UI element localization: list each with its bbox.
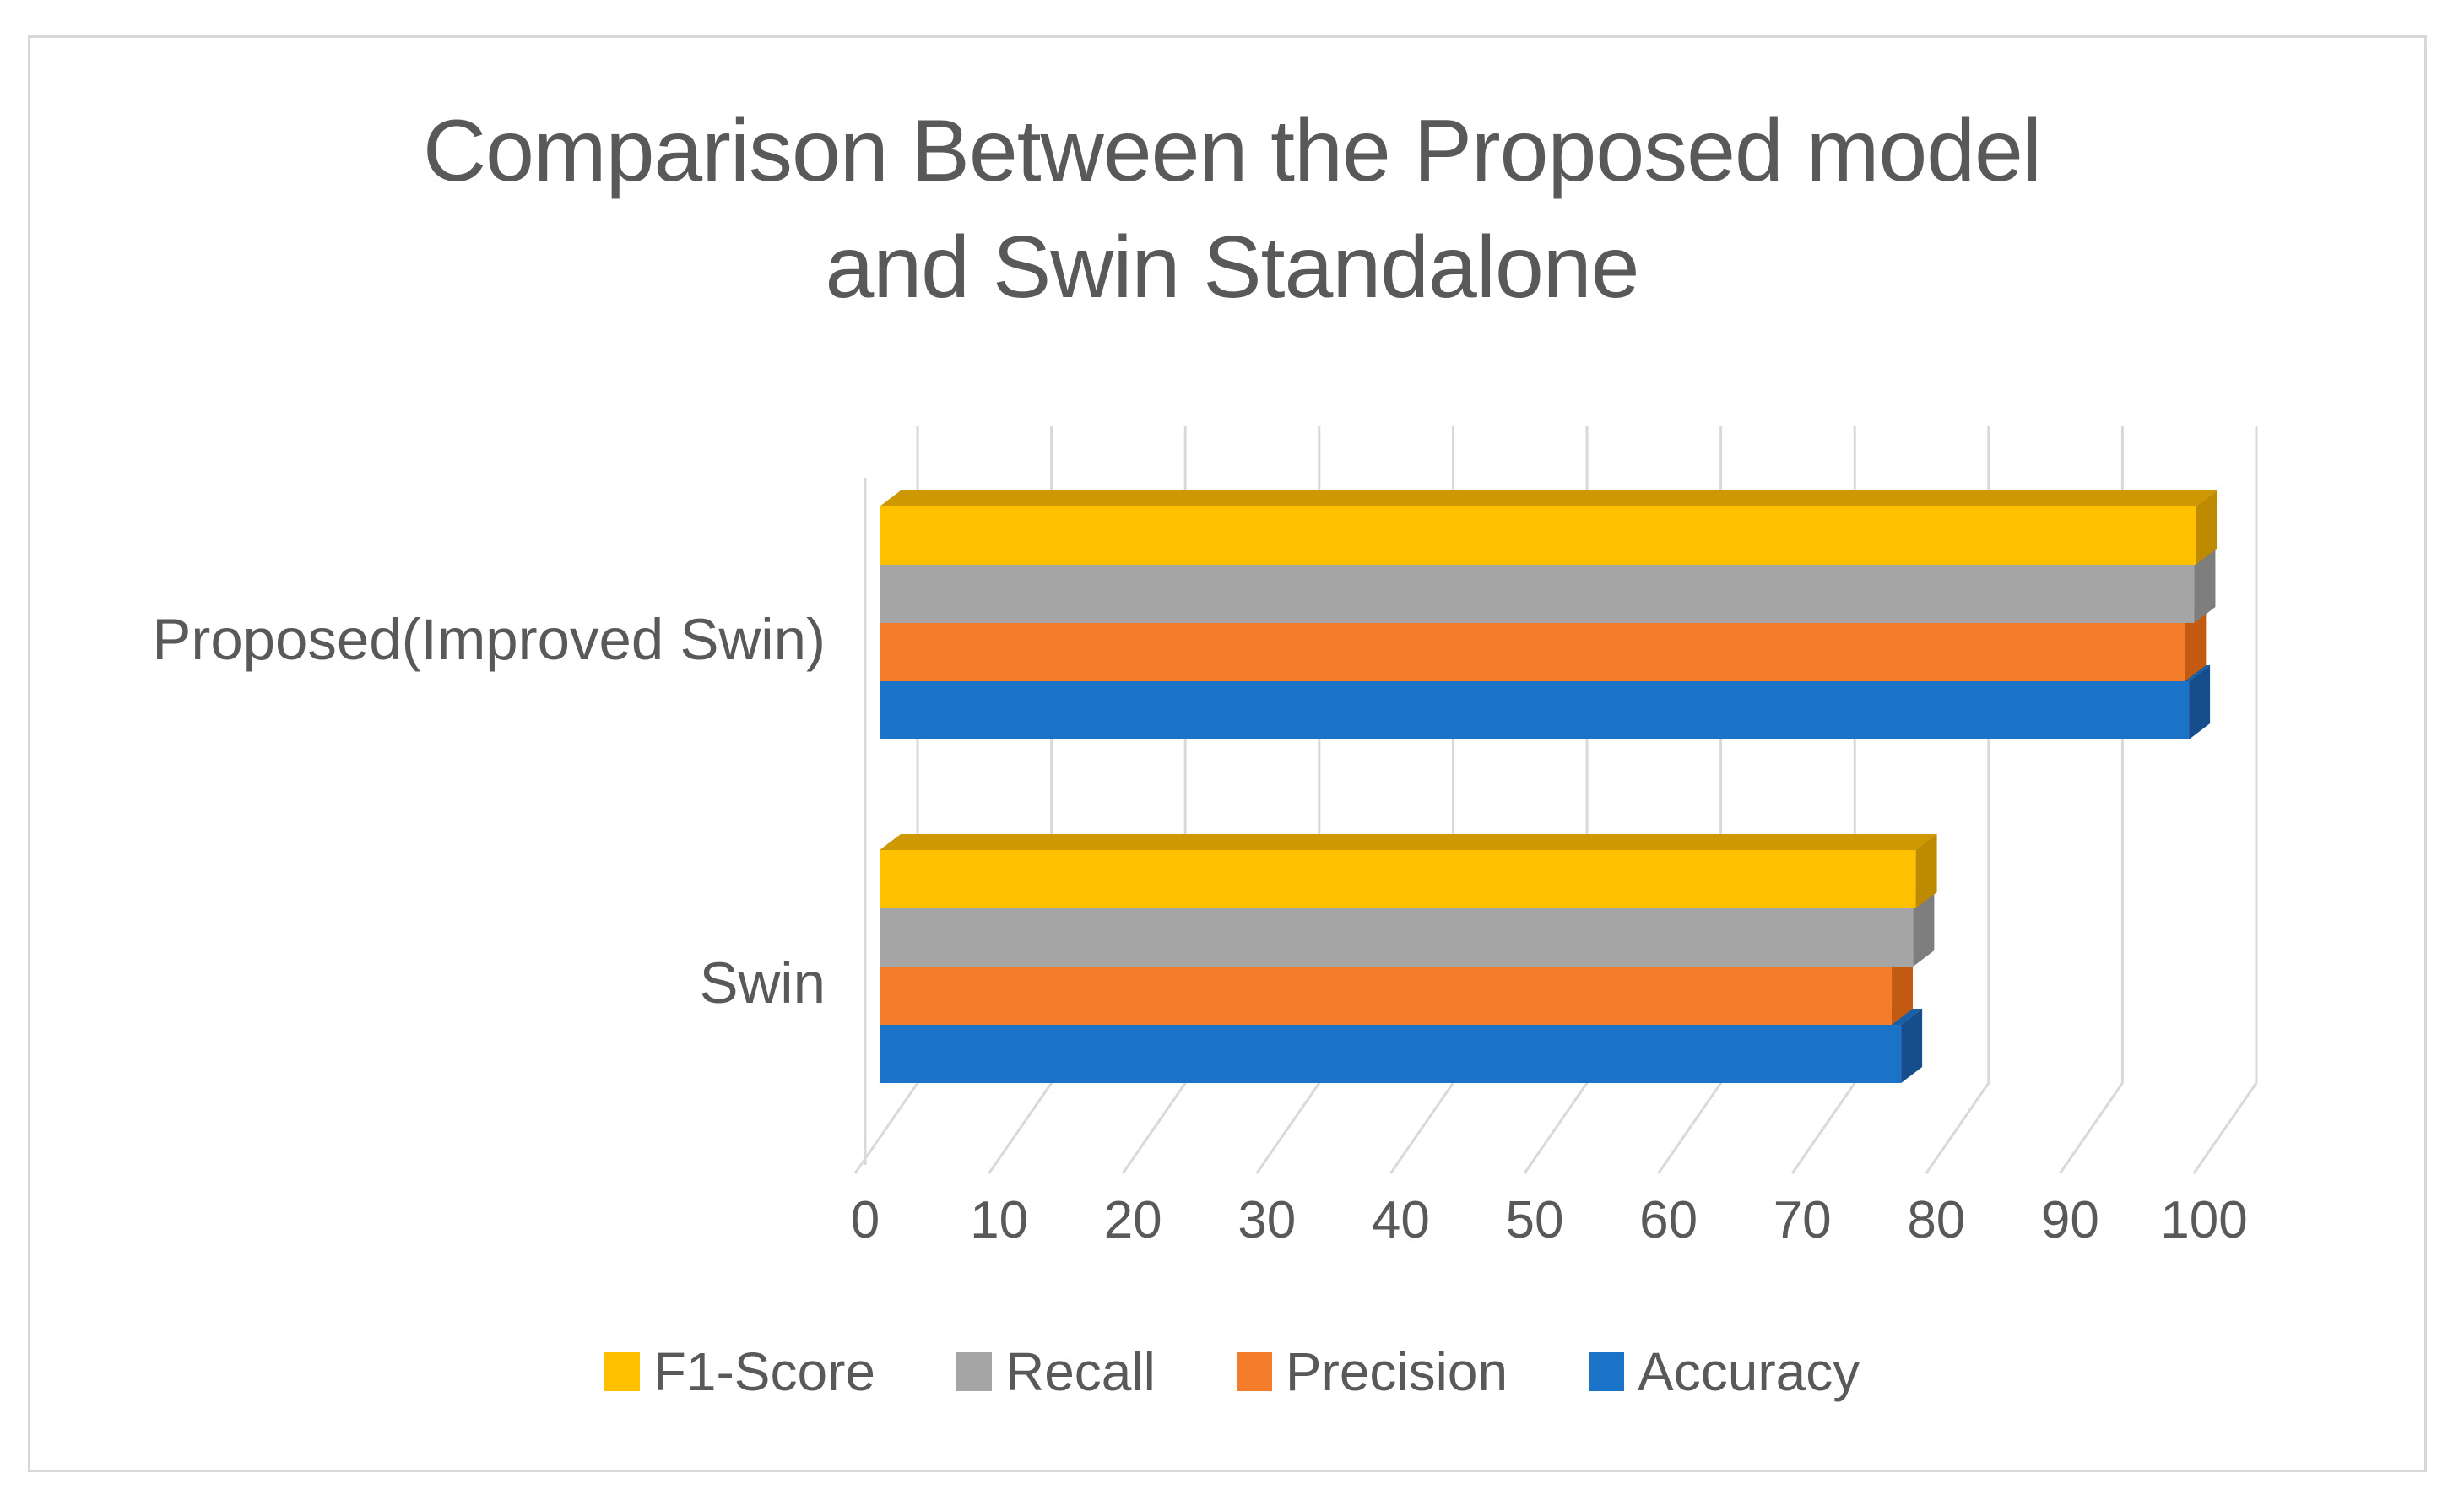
bar-side-face [2189,665,2211,739]
bar-top-face [880,490,2218,506]
bar-top-face [880,834,1937,850]
bar-front-face [880,908,1914,967]
bar-front-face [880,623,2185,681]
legend-key-f1-score [604,1352,640,1391]
bar-front-face [880,506,2196,565]
bar-proposed-improved-swin-f1-score [880,490,2218,565]
legend-item-precision: Precision [1236,1340,1508,1403]
bar-front-face [880,565,2195,623]
gridline [2192,426,2258,1174]
figure-border [28,35,2427,1472]
bar-front-face [880,850,1916,908]
x-axis-tick-labels: 0 10 20 30 40 50 60 70 80 90 100 [851,1191,2248,1249]
legend-label-precision: Precision [1285,1341,1508,1402]
x-axis-tick-label: 10 [970,1191,1028,1249]
category-labels: Proposed(Improved Swin) Swin [152,607,826,1015]
bar-side-face [1892,950,1914,1025]
x-axis-tick-label: 100 [2160,1191,2247,1249]
bar-cluster-proposed-improved-swin- [880,490,2218,739]
x-axis-tick-label: 50 [1506,1191,1564,1249]
chart-title-line2: and Swin Standalone [825,219,1640,317]
x-axis-tick-label: 90 [2041,1191,2099,1249]
bar-side-face [1913,892,1935,967]
legend-key-recall [956,1352,992,1391]
x-axis-tick-label: 20 [1104,1191,1162,1249]
x-axis-tick-label: 40 [1372,1191,1430,1249]
legend-key-accuracy [1589,1352,1625,1391]
bar-side-face [2194,549,2216,623]
bar-front-face [880,1025,1902,1083]
bar-side-face [2196,490,2218,565]
legend: F1-Score Recall Precision Accuracy [0,1340,2464,1403]
x-axis-tick-label: 0 [851,1191,880,1249]
x-axis-tick-label: 30 [1237,1191,1296,1249]
x-axis-tick-label: 60 [1639,1191,1698,1249]
bar-front-face [880,681,2190,739]
bar-side-face [2185,607,2207,681]
bar-swin-f1-score [880,834,1937,908]
bar-front-face [880,967,1893,1025]
bar-side-face [1901,1009,1923,1083]
legend-item-recall: Recall [956,1340,1156,1403]
x-axis-tick-label: 70 [1774,1191,1832,1249]
legend-key-precision [1236,1352,1272,1391]
bar-side-face [1915,834,1937,908]
chart-title: Comparison Between the Proposed model an… [0,93,2464,326]
legend-item-accuracy: Accuracy [1589,1340,1860,1403]
legend-label-f1-score: F1-Score [653,1341,875,1402]
category-label-swin: Swin [699,950,826,1015]
legend-label-accuracy: Accuracy [1638,1341,1860,1402]
legend-label-recall: Recall [1005,1341,1156,1402]
x-axis-tick-label: 80 [1907,1191,1965,1249]
chart-title-line1: Comparison Between the Proposed model [422,102,2042,200]
bar-cluster-swin [880,834,1937,1083]
category-label-proposed-improved-swin-: Proposed(Improved Swin) [152,607,826,672]
legend-item-f1-score: F1-Score [604,1340,875,1403]
